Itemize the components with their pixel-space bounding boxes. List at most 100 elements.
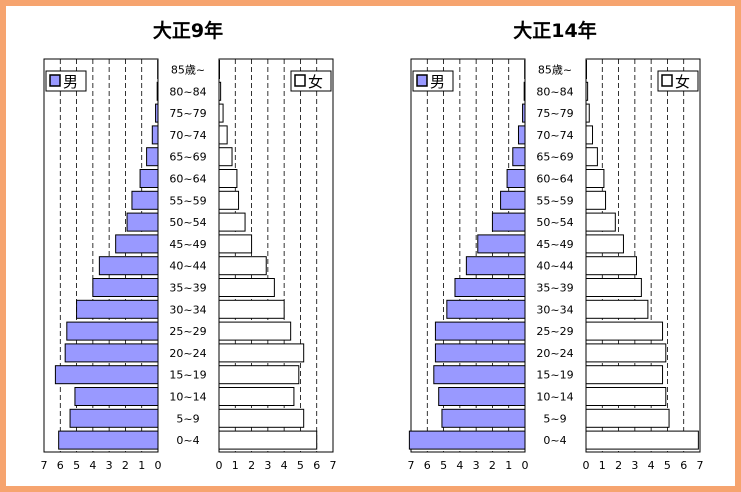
female-bar xyxy=(218,299,285,319)
legend-label: 女 xyxy=(308,73,323,91)
female-bar xyxy=(585,81,589,101)
x-tick-label-male: 0 xyxy=(522,459,529,472)
age-group-label: 70~74 xyxy=(536,129,573,142)
female-bar xyxy=(218,125,228,145)
male-bar xyxy=(64,343,159,363)
female-bar xyxy=(218,81,222,101)
x-tick-label-male: 7 xyxy=(41,459,48,472)
age-group-label: 80~84 xyxy=(536,85,573,98)
female-bar xyxy=(218,321,292,341)
male-bar xyxy=(58,430,159,450)
male-bar xyxy=(74,387,159,406)
female-bar xyxy=(218,190,240,210)
age-group-label: 75~79 xyxy=(536,107,573,120)
x-tick-label-female: 1 xyxy=(599,459,606,472)
x-tick-label-male: 2 xyxy=(122,459,129,472)
female-bar xyxy=(585,147,598,167)
x-tick-label-female: 0 xyxy=(216,459,223,472)
male-bar xyxy=(115,234,159,254)
female-bar xyxy=(218,408,305,428)
legend-swatch xyxy=(294,74,306,87)
x-tick-label-female: 2 xyxy=(248,459,255,472)
age-group-label: 20~24 xyxy=(169,347,206,360)
age-group-label: 55~59 xyxy=(169,194,206,207)
male-bar xyxy=(126,212,159,232)
age-group-label: 15~19 xyxy=(169,369,206,382)
female-bar xyxy=(585,212,616,232)
female-plot-area xyxy=(218,58,334,453)
x-tick-label-female: 7 xyxy=(697,459,704,472)
female-plot-area xyxy=(585,58,701,453)
age-group-label: 75~79 xyxy=(169,107,206,120)
age-group-label: 35~39 xyxy=(536,282,573,295)
x-tick-label-male: 6 xyxy=(57,459,64,472)
x-tick-label-male: 1 xyxy=(138,459,145,472)
age-group-label: 40~44 xyxy=(536,260,573,273)
age-group-label: 65~69 xyxy=(536,151,573,164)
chart-title: 大正14年 xyxy=(513,19,596,42)
female-bar xyxy=(218,256,267,276)
male-bar xyxy=(98,256,159,276)
male-bar xyxy=(146,147,159,167)
female-bar xyxy=(218,212,246,232)
female-bar xyxy=(585,387,667,406)
x-tick-label-male: 5 xyxy=(73,459,80,472)
age-group-label: 40~44 xyxy=(169,260,206,273)
male-bar xyxy=(454,278,526,297)
male-plot-area xyxy=(43,58,159,453)
male-bar xyxy=(151,125,159,145)
age-group-label: 0~4 xyxy=(543,434,566,447)
female-bar xyxy=(585,343,667,363)
male-bar xyxy=(438,387,526,406)
male-bar xyxy=(506,169,526,188)
age-group-label: 65~69 xyxy=(169,151,206,164)
age-group-label: 60~64 xyxy=(536,173,573,186)
male-bar xyxy=(517,125,526,145)
male-bar xyxy=(139,169,159,188)
x-tick-label-male: 4 xyxy=(456,459,463,472)
legend-swatch xyxy=(661,74,673,87)
male-bar xyxy=(76,299,159,319)
legend-swatch xyxy=(416,74,428,87)
x-tick-label-female: 3 xyxy=(631,459,638,472)
chart-title: 大正9年 xyxy=(153,19,223,42)
female-bar xyxy=(585,278,642,297)
x-tick-label-male: 3 xyxy=(473,459,480,472)
age-group-label: 30~34 xyxy=(169,303,206,316)
female-bar xyxy=(218,387,295,406)
male-bar xyxy=(408,430,526,450)
x-tick-label-male: 6 xyxy=(424,459,431,472)
age-group-label: 10~14 xyxy=(169,391,206,404)
female-bar xyxy=(585,103,590,123)
x-tick-label-female: 0 xyxy=(583,459,590,472)
x-tick-label-female: 4 xyxy=(281,459,288,472)
male-bar xyxy=(523,81,526,101)
legend-label: 男 xyxy=(63,73,78,91)
x-tick-label-female: 7 xyxy=(330,459,337,472)
x-tick-label-female: 6 xyxy=(313,459,320,472)
female-bar xyxy=(585,190,607,210)
x-tick-label-female: 5 xyxy=(297,459,304,472)
male-legend: 男 xyxy=(45,70,87,92)
x-tick-label-female: 3 xyxy=(264,459,271,472)
female-bar xyxy=(218,147,233,167)
male-bar xyxy=(522,103,526,123)
age-group-label: 45~49 xyxy=(536,238,573,251)
age-group-label: 30~34 xyxy=(536,303,573,316)
x-tick-label-female: 4 xyxy=(648,459,655,472)
age-group-label: 45~49 xyxy=(169,238,206,251)
male-bar xyxy=(446,299,526,319)
chart-frame: 大正9年 0~4 5~9 10~14 15~19 20~24 25~29 30~34 35~39… xyxy=(6,6,735,486)
age-group-label: 25~29 xyxy=(536,325,573,338)
age-group-label: 80~84 xyxy=(169,85,206,98)
x-tick-label-female: 6 xyxy=(680,459,687,472)
population-pyramids: 大正9年 0~4 5~9 10~14 15~19 20~24 25~29 30~34 35~39… xyxy=(41,19,704,472)
male-bar xyxy=(155,103,159,123)
age-group-label: 20~24 xyxy=(536,347,573,360)
male-bar xyxy=(92,278,159,297)
age-group-label: 25~29 xyxy=(169,325,206,338)
male-bar xyxy=(465,256,526,276)
male-bar xyxy=(434,343,526,363)
legend-label: 男 xyxy=(430,73,445,91)
x-tick-label-male: 5 xyxy=(440,459,447,472)
